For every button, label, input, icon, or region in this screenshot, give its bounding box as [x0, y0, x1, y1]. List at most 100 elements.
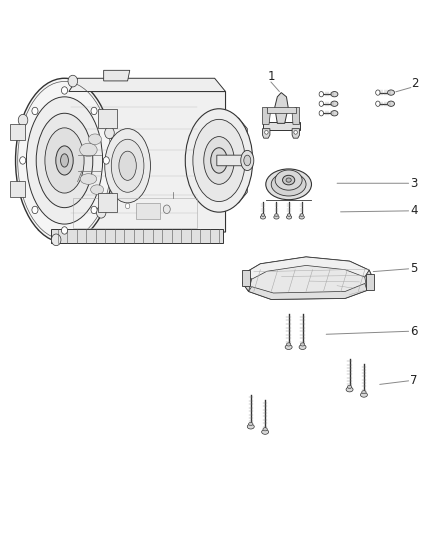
Ellipse shape: [80, 143, 97, 157]
Ellipse shape: [20, 157, 26, 164]
Ellipse shape: [119, 151, 136, 180]
Ellipse shape: [61, 87, 67, 94]
Ellipse shape: [299, 215, 304, 219]
Polygon shape: [366, 274, 374, 290]
Polygon shape: [217, 155, 250, 166]
Ellipse shape: [51, 234, 61, 246]
Ellipse shape: [15, 78, 113, 243]
Ellipse shape: [388, 90, 395, 95]
Ellipse shape: [88, 134, 102, 144]
Polygon shape: [267, 108, 297, 113]
Polygon shape: [262, 122, 300, 130]
Ellipse shape: [285, 345, 292, 350]
Ellipse shape: [193, 119, 245, 201]
Ellipse shape: [299, 345, 306, 350]
Text: 4: 4: [410, 204, 418, 217]
Ellipse shape: [331, 92, 338, 97]
Ellipse shape: [111, 139, 144, 192]
Polygon shape: [98, 193, 117, 212]
Text: 7: 7: [410, 374, 418, 387]
Polygon shape: [292, 108, 300, 124]
Ellipse shape: [91, 185, 104, 195]
Ellipse shape: [362, 391, 366, 394]
Ellipse shape: [91, 206, 97, 214]
Polygon shape: [39, 92, 226, 232]
Ellipse shape: [286, 215, 292, 219]
Polygon shape: [245, 257, 369, 279]
Polygon shape: [199, 118, 247, 203]
Ellipse shape: [68, 75, 78, 87]
Ellipse shape: [36, 114, 93, 208]
Ellipse shape: [376, 90, 380, 95]
Text: 5: 5: [410, 262, 418, 275]
Ellipse shape: [26, 97, 102, 224]
Ellipse shape: [283, 175, 295, 185]
Polygon shape: [51, 229, 223, 243]
Ellipse shape: [249, 422, 253, 425]
Polygon shape: [365, 270, 374, 290]
Ellipse shape: [261, 214, 265, 216]
Ellipse shape: [271, 173, 306, 196]
Ellipse shape: [263, 427, 267, 431]
Text: 2: 2: [411, 77, 419, 90]
Ellipse shape: [319, 92, 323, 97]
Ellipse shape: [300, 343, 305, 346]
Ellipse shape: [260, 215, 265, 219]
Ellipse shape: [18, 114, 28, 126]
Ellipse shape: [360, 392, 367, 397]
Ellipse shape: [45, 128, 84, 193]
Ellipse shape: [103, 157, 110, 164]
Ellipse shape: [125, 204, 130, 209]
Polygon shape: [292, 128, 300, 138]
Ellipse shape: [266, 169, 311, 200]
Ellipse shape: [294, 131, 297, 134]
Polygon shape: [10, 181, 25, 197]
Polygon shape: [10, 124, 25, 140]
Ellipse shape: [105, 127, 114, 139]
Text: 6: 6: [410, 325, 418, 338]
Ellipse shape: [241, 150, 254, 171]
Ellipse shape: [286, 178, 291, 182]
Ellipse shape: [32, 107, 38, 115]
Text: 1: 1: [268, 70, 275, 83]
Polygon shape: [243, 273, 252, 292]
Ellipse shape: [163, 205, 170, 214]
Ellipse shape: [15, 182, 24, 194]
Polygon shape: [262, 108, 270, 124]
Polygon shape: [243, 257, 374, 300]
Ellipse shape: [287, 214, 291, 216]
Ellipse shape: [319, 111, 323, 116]
Ellipse shape: [275, 170, 302, 190]
Ellipse shape: [331, 111, 338, 116]
Ellipse shape: [105, 128, 150, 203]
Ellipse shape: [204, 136, 234, 184]
Ellipse shape: [331, 101, 338, 107]
Ellipse shape: [265, 131, 268, 134]
Polygon shape: [262, 128, 270, 138]
Polygon shape: [98, 109, 117, 128]
Ellipse shape: [91, 107, 97, 115]
Ellipse shape: [286, 343, 291, 346]
Ellipse shape: [300, 214, 304, 216]
Ellipse shape: [376, 101, 380, 107]
Ellipse shape: [32, 206, 38, 214]
Polygon shape: [275, 93, 288, 123]
Ellipse shape: [244, 155, 251, 166]
Ellipse shape: [56, 146, 73, 175]
Polygon shape: [104, 70, 130, 81]
Ellipse shape: [319, 101, 323, 107]
Polygon shape: [249, 284, 367, 300]
Ellipse shape: [275, 214, 278, 216]
Ellipse shape: [274, 215, 279, 219]
Polygon shape: [242, 270, 251, 286]
Ellipse shape: [211, 148, 227, 173]
Ellipse shape: [61, 227, 67, 234]
Polygon shape: [136, 203, 160, 219]
Ellipse shape: [185, 109, 253, 212]
Ellipse shape: [388, 101, 395, 107]
Ellipse shape: [247, 424, 254, 429]
Ellipse shape: [347, 385, 352, 389]
Ellipse shape: [96, 206, 106, 218]
Ellipse shape: [60, 154, 68, 167]
Ellipse shape: [346, 387, 353, 392]
